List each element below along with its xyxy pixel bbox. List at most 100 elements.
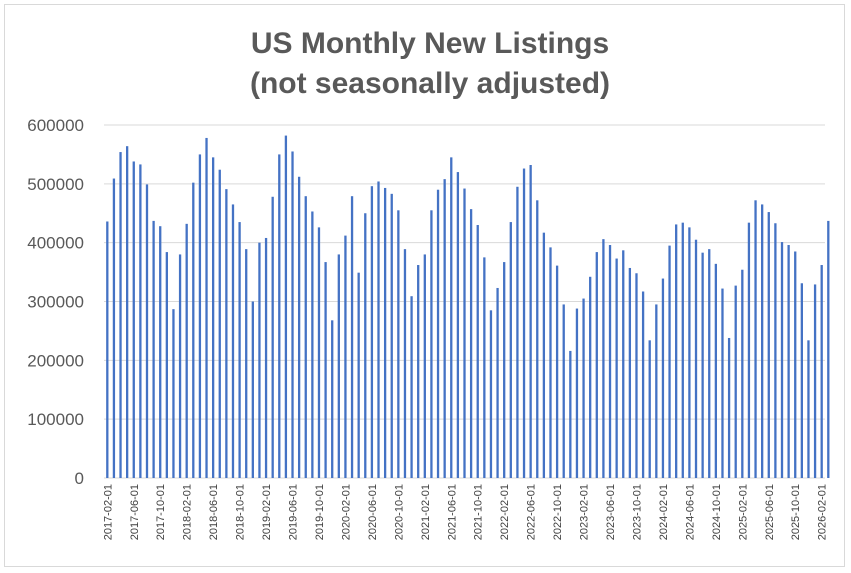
- bar: [668, 245, 671, 478]
- bar: [126, 146, 129, 478]
- bar: [284, 135, 288, 478]
- y-tick-label: 0: [75, 469, 84, 488]
- x-tick-label: 2019-02-01: [261, 484, 273, 540]
- bar: [443, 179, 446, 479]
- x-tick-label: 2025-10-01: [790, 484, 802, 540]
- x-tick-label: 2018-02-01: [182, 484, 194, 540]
- bar: [800, 283, 803, 478]
- x-tick-label: 2018-10-01: [235, 484, 247, 540]
- bar: [635, 273, 638, 478]
- bar: [754, 200, 757, 478]
- y-tick-label: 600000: [27, 116, 84, 135]
- bar: [794, 251, 797, 478]
- x-tick-label: 2023-10-01: [631, 484, 643, 540]
- x-tick-label: 2019-10-01: [314, 484, 326, 540]
- bar: [675, 224, 678, 478]
- x-tick-label: 2021-10-01: [473, 484, 485, 540]
- x-tick-label: 2022-10-01: [552, 484, 564, 540]
- bar: [271, 196, 274, 478]
- bar: [608, 245, 612, 478]
- bar: [727, 337, 731, 478]
- bar: [463, 188, 466, 479]
- x-tick-label: 2018-06-01: [208, 484, 220, 540]
- x-tick-label: 2026-02-01: [817, 484, 829, 540]
- bar: [767, 212, 770, 478]
- bar: [661, 278, 665, 478]
- y-tick-label: 500000: [27, 175, 84, 194]
- bar: [410, 296, 413, 478]
- x-tick-label: 2023-06-01: [605, 484, 617, 540]
- bar: [377, 181, 380, 479]
- bar: [397, 210, 400, 478]
- bar: [417, 265, 420, 478]
- x-tick-label: 2019-06-01: [288, 484, 300, 540]
- bar: [423, 254, 426, 478]
- bar: [827, 220, 830, 479]
- bar: [747, 222, 751, 478]
- bar: [522, 168, 526, 478]
- bar: [688, 227, 691, 478]
- bar: [159, 226, 162, 478]
- bar: [119, 152, 122, 478]
- bar: [708, 249, 711, 478]
- bar: [370, 186, 374, 479]
- bar: [641, 291, 645, 478]
- bars: [106, 135, 830, 479]
- x-tick-label: 2024-02-01: [658, 484, 670, 540]
- chart: US Monthly New Listings (not seasonally …: [27, 27, 830, 540]
- bar: [344, 235, 347, 478]
- y-axis: 0 100000 200000 300000 400000 500000 600000: [27, 116, 84, 488]
- y-tick-label: 200000: [27, 351, 84, 370]
- bar: [655, 304, 658, 478]
- bar: [820, 265, 823, 478]
- bar: [701, 252, 704, 478]
- bar: [317, 227, 321, 478]
- x-tick-label: 2025-06-01: [764, 484, 776, 540]
- x-tick-label: 2017-02-01: [102, 484, 114, 540]
- bar: [198, 154, 202, 478]
- bar: [694, 239, 698, 478]
- x-tick-label: 2020-06-01: [367, 484, 379, 540]
- bar: [496, 287, 499, 478]
- bar: [761, 204, 764, 479]
- x-tick-label: 2024-06-01: [684, 484, 696, 540]
- x-tick-label: 2020-10-01: [393, 484, 405, 540]
- bar: [436, 189, 440, 478]
- bar: [390, 193, 393, 478]
- bar: [721, 288, 724, 478]
- x-tick-label: 2020-02-01: [340, 484, 352, 540]
- bar: [575, 308, 579, 478]
- bar: [489, 310, 493, 478]
- bar: [562, 304, 565, 478]
- bar: [555, 265, 559, 478]
- bar: [469, 209, 473, 479]
- bar: [106, 221, 109, 478]
- x-tick-label: 2025-02-01: [737, 484, 749, 540]
- bar: [734, 285, 737, 478]
- bar: [297, 176, 301, 479]
- x-tick-label: 2017-06-01: [129, 484, 141, 540]
- bar: [383, 187, 387, 478]
- bar: [251, 301, 254, 478]
- bar: [503, 262, 506, 478]
- bar: [582, 298, 585, 478]
- bar: [324, 262, 327, 478]
- bar: [714, 263, 718, 478]
- bar: [258, 242, 261, 478]
- bar: [509, 222, 512, 478]
- bar: [112, 178, 116, 478]
- bar: [311, 211, 314, 479]
- bar: [291, 151, 294, 478]
- bar: [589, 276, 592, 478]
- bar: [350, 196, 354, 478]
- bar: [430, 210, 433, 478]
- bar: [403, 249, 407, 478]
- bar: [132, 161, 135, 478]
- bar: [357, 272, 360, 478]
- bar: [622, 250, 625, 478]
- chart-frame: US Monthly New Listings (not seasonally …: [4, 4, 845, 567]
- chart-title-line-1: US Monthly New Listings: [251, 27, 609, 60]
- bar: [787, 245, 790, 478]
- x-tick-label: 2024-10-01: [711, 484, 723, 540]
- bar: [238, 222, 241, 478]
